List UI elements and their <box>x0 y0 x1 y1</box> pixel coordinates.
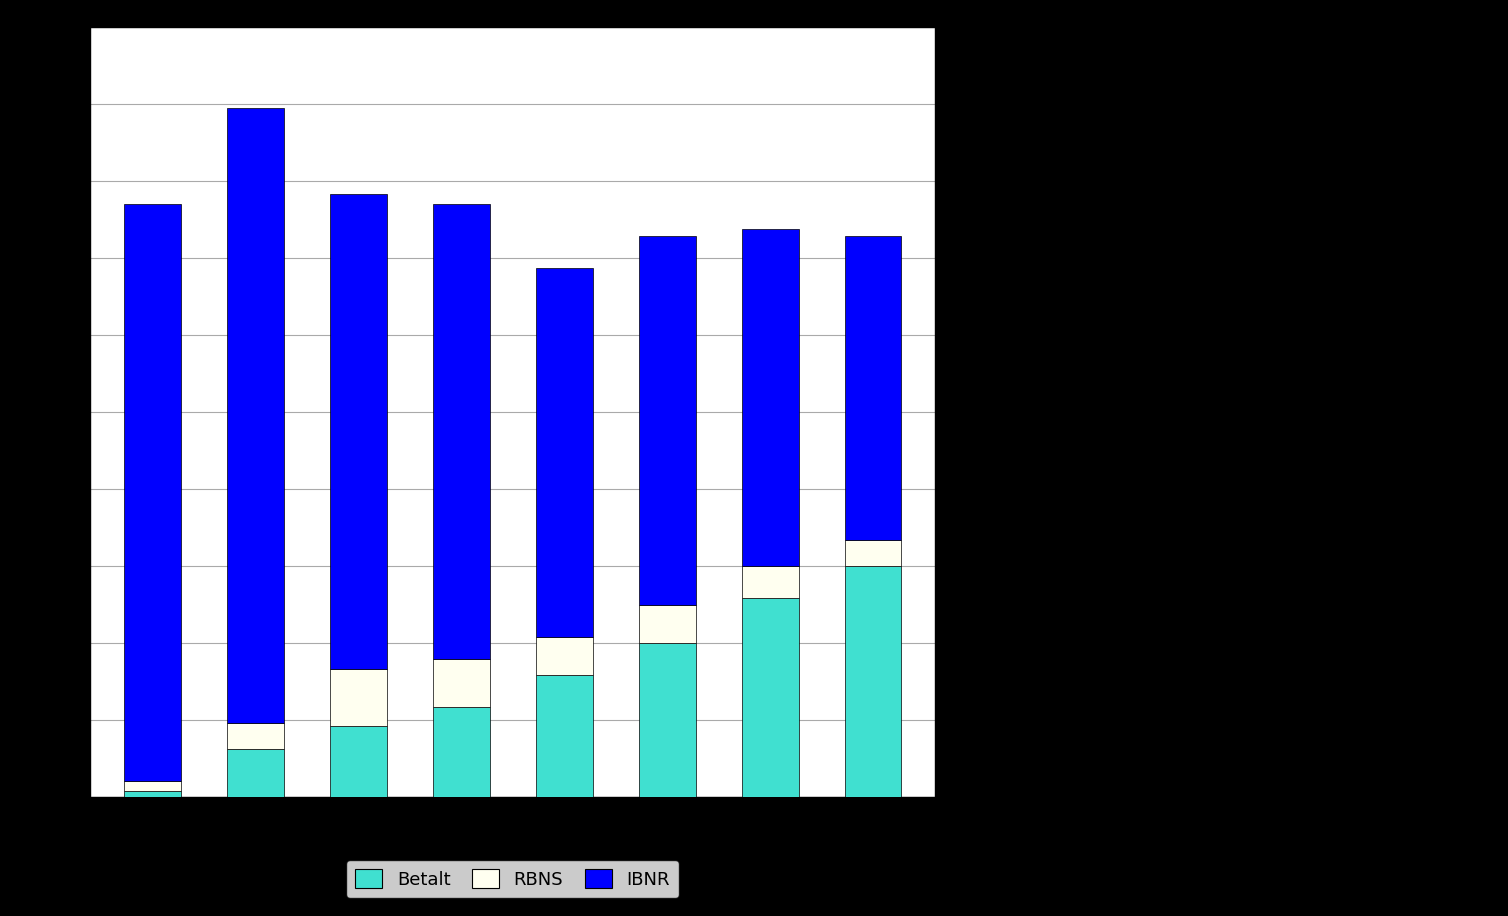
Bar <box>742 598 799 797</box>
Bar <box>124 791 181 797</box>
Bar <box>535 637 593 675</box>
Bar <box>844 236 902 540</box>
Legend: Betalt, RBNS, IBNR: Betalt, RBNS, IBNR <box>347 860 679 898</box>
Bar <box>330 194 386 669</box>
Bar <box>639 605 695 643</box>
Bar <box>330 669 386 726</box>
Bar <box>330 726 386 797</box>
Bar <box>226 749 284 797</box>
Bar <box>639 643 695 797</box>
Bar <box>844 566 902 797</box>
Bar <box>433 660 490 707</box>
Bar <box>226 724 284 749</box>
Bar <box>433 204 490 660</box>
Bar <box>433 707 490 797</box>
Bar <box>844 540 902 566</box>
Bar <box>742 230 799 566</box>
Bar <box>742 566 799 598</box>
Bar <box>535 675 593 797</box>
Bar <box>639 236 695 605</box>
Bar <box>226 108 284 724</box>
Bar <box>124 780 181 791</box>
Bar <box>535 268 593 637</box>
Bar <box>124 204 181 780</box>
